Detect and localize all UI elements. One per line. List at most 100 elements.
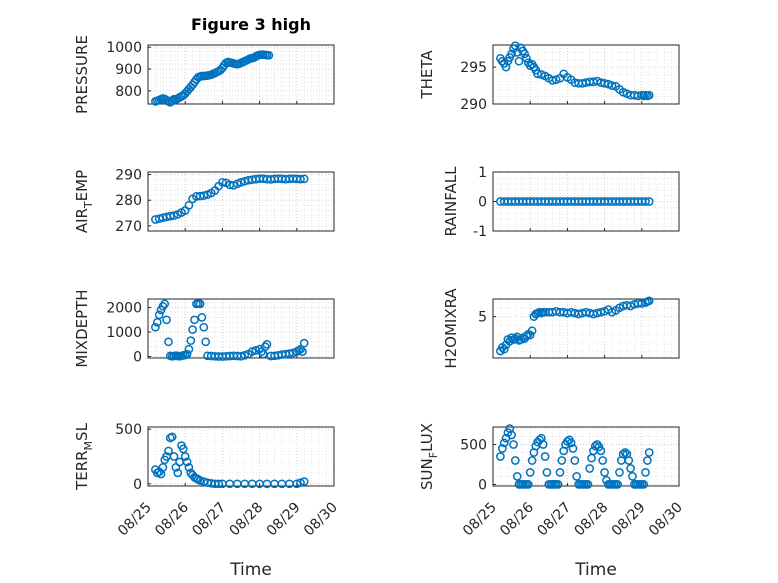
data-point (184, 200, 194, 210)
data-point (158, 301, 168, 311)
data-point (296, 174, 305, 184)
data-point (514, 56, 524, 66)
axes-frame (492, 44, 680, 105)
panel-air_temp: 270 280 290 AIRTEMP (73, 168, 335, 235)
x-tick-label: 08/28 (227, 500, 267, 540)
x-tick-label: 08/29 (264, 500, 304, 540)
x-tick-label: 08/25 (460, 500, 500, 540)
data-point (637, 299, 647, 308)
data-point (186, 336, 196, 345)
panel-pressure: 800 900 1000 PRESSURE Figure 3 high (73, 15, 335, 114)
x-axis-label: Time (574, 560, 617, 580)
data-point (613, 480, 622, 489)
data-point (644, 90, 654, 100)
data-point (510, 456, 520, 465)
x-tick-label: 08/25 (115, 500, 155, 540)
axes-frame (147, 44, 335, 105)
data-point (292, 479, 302, 489)
y-tick-label: 0 (478, 195, 487, 211)
data-point (641, 197, 650, 206)
x-tick-label: 08/27 (189, 500, 229, 540)
panel-rainfall: -1 0 1 RAINFALL (442, 165, 680, 240)
y-axis-label-h2omixra: H2OMIXRA (442, 288, 460, 369)
y-tick-label: 0 (133, 477, 142, 493)
data-point (190, 315, 199, 325)
data-point (169, 211, 179, 220)
x-tick-label: 08/28 (572, 500, 612, 540)
data-point (151, 322, 160, 332)
data-point (167, 432, 177, 442)
data-point (188, 325, 197, 334)
data-point (507, 49, 516, 59)
data-point (509, 440, 518, 449)
panel-terr_msl: 0 500 TERRMSL 08/2508/2608/2708/2808/2908/3… (73, 422, 341, 580)
data-point (262, 339, 272, 349)
y-tick-label: 0 (133, 350, 142, 366)
data-point (607, 81, 617, 90)
data-point (540, 452, 550, 461)
data-point (527, 326, 537, 336)
data-point (182, 457, 192, 467)
data-point (298, 347, 307, 356)
panel-sun_flux: 0 500 SUNFLUX 08/2508/2608/2708/2808/2908/3… (418, 423, 686, 580)
data-point (570, 456, 580, 465)
data-point (548, 76, 557, 85)
x-tick-label: 08/26 (497, 499, 537, 539)
data-point (507, 333, 516, 343)
data-point (512, 472, 522, 481)
data-point (184, 344, 194, 354)
data-point (294, 346, 304, 355)
data-point (501, 62, 511, 72)
data-point (497, 444, 507, 453)
x-tick-label: 08/30 (646, 500, 686, 540)
data-point (522, 53, 531, 63)
data-point (507, 430, 516, 440)
data-point (644, 448, 654, 457)
data-point (299, 477, 309, 486)
data-point (164, 446, 173, 456)
y-tick-label: 500 (460, 438, 487, 454)
data-point (600, 78, 609, 88)
y-tick-label: 295 (460, 60, 487, 76)
data-point (199, 191, 209, 200)
data-point (240, 350, 250, 360)
y-axis-label-rainfall: RAINFALL (442, 166, 460, 237)
data-point (644, 197, 654, 206)
data-point (618, 449, 628, 459)
panel-h2omixra: 5 H2OMIXRA (442, 288, 680, 369)
y-tick-label: 0 (478, 477, 487, 493)
data-point (195, 476, 205, 485)
y-tick-label: -1 (473, 224, 487, 240)
figure-title: Figure 3 high (191, 15, 311, 34)
x-axis-label: Time (229, 560, 272, 580)
data-point (251, 346, 261, 355)
data-point (596, 446, 606, 456)
data-point (525, 468, 535, 477)
data-point (525, 330, 535, 340)
y-tick-label: 500 (115, 422, 142, 438)
data-point (639, 480, 649, 489)
y-tick-label: 5 (478, 310, 487, 326)
y-axis-label-sun_flux: SUNFLUX (418, 423, 440, 490)
data-point (644, 296, 654, 306)
data-point (154, 310, 164, 320)
y-tick-label: 2000 (106, 301, 142, 317)
data-point (178, 444, 188, 454)
data-point (160, 299, 170, 309)
data-point (496, 452, 505, 461)
data-point (201, 337, 211, 347)
y-tick-label: 1000 (106, 40, 142, 56)
data-point (542, 468, 552, 477)
y-axis-label-terr_msl: TERRMSL (73, 422, 95, 491)
data-point (628, 472, 637, 481)
data-point (173, 468, 183, 478)
y-tick-label: 1000 (106, 325, 142, 341)
data-point (184, 463, 194, 472)
y-axis-label-pressure: PRESSURE (73, 35, 91, 114)
data-point (555, 468, 565, 477)
data-point (182, 349, 192, 359)
y-tick-label: 800 (115, 84, 142, 100)
x-tick-label: 08/30 (301, 500, 341, 540)
data-point (641, 468, 650, 477)
